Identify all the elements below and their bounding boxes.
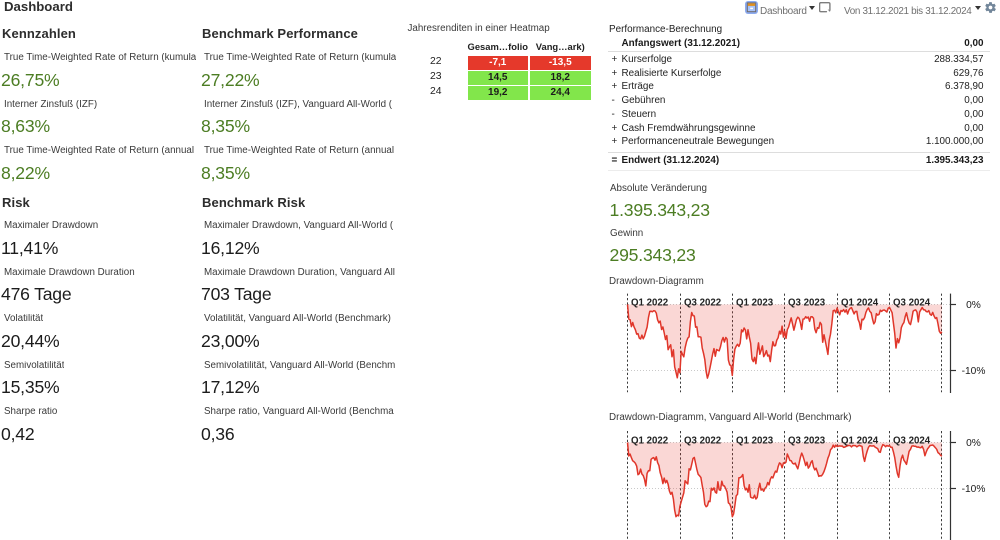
svg-text:Q3 2022: Q3 2022 (684, 435, 721, 446)
svg-text:Q3 2024: Q3 2024 (893, 297, 931, 308)
svg-text:-10%: -10% (962, 366, 986, 377)
svg-text:Q3 2022: Q3 2022 (684, 297, 721, 308)
svg-text:0%: 0% (966, 300, 981, 311)
svg-text:-10%: -10% (962, 484, 986, 495)
svg-text:Q3 2023: Q3 2023 (788, 297, 826, 308)
svg-text:0%: 0% (966, 438, 981, 449)
svg-text:Q1 2022: Q1 2022 (631, 297, 668, 308)
svg-text:Q1 2024: Q1 2024 (841, 297, 879, 308)
svg-text:Q1 2022: Q1 2022 (631, 435, 668, 446)
svg-text:Q1 2024: Q1 2024 (841, 435, 879, 446)
svg-text:Q3 2023: Q3 2023 (788, 435, 826, 446)
svg-text:Q1 2023: Q1 2023 (736, 297, 774, 308)
svg-text:Q3 2024: Q3 2024 (893, 435, 931, 446)
svg-text:Q1 2023: Q1 2023 (736, 435, 774, 446)
